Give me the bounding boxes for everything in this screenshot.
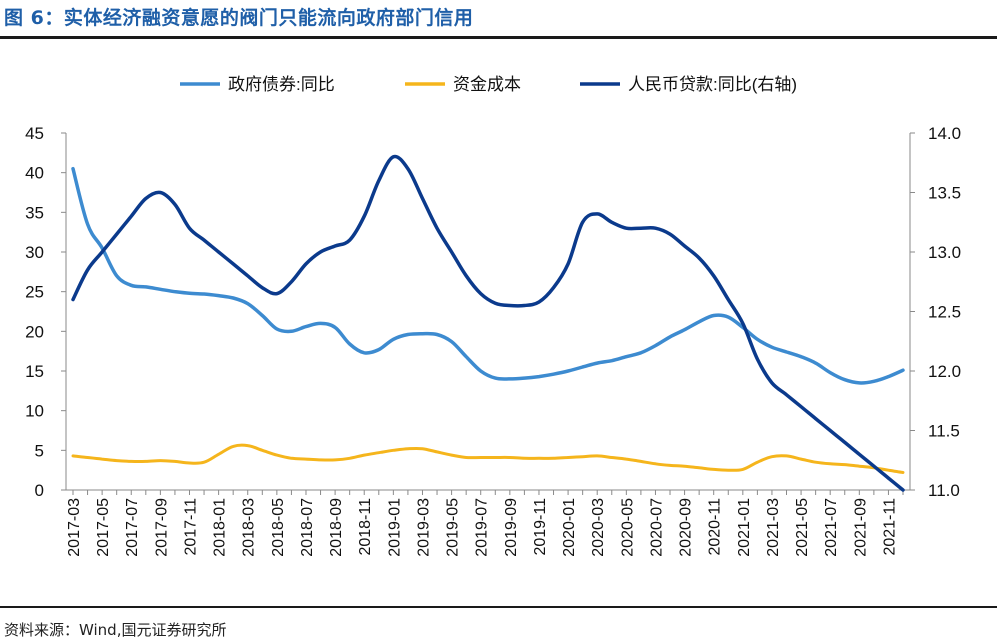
x-tick-label: 2017-05 [95, 498, 112, 557]
x-tick-label: 2020-05 [619, 498, 636, 557]
x-tick-label: 2021-07 [823, 498, 840, 557]
legend-rmb-loan: 人民币贷款:同比(右轴) [580, 75, 797, 94]
x-tick-label: 2020-03 [590, 498, 607, 557]
x-tick-label: 2019-05 [445, 498, 462, 557]
gov-bond-yoy-line [71, 166, 905, 385]
x-tick-label: 2018-01 [212, 498, 229, 557]
x-tick-label: 2019-09 [503, 498, 520, 557]
rmb-loan-yoy-line [71, 154, 905, 492]
right-tick-label: 12.0 [928, 362, 961, 381]
right-tick-label: 13.5 [928, 184, 961, 203]
left-tick-label: 25 [25, 283, 44, 302]
x-tick-label: 2021-01 [736, 498, 753, 557]
x-tick-label: 2017-03 [66, 498, 83, 557]
x-axis: 2017-03 2017-05 2017-07 2017-09 2017-11 2018-… [66, 489, 910, 557]
right-tick-label: 11.5 [928, 422, 960, 441]
x-tick-label: 2019-03 [415, 498, 432, 557]
right-tick-label: 14.0 [928, 124, 961, 143]
right-tick-label: 12.5 [928, 303, 961, 322]
x-tick-label: 2018-09 [328, 498, 345, 557]
left-tick-label: 0 [35, 481, 44, 500]
footer-rule [0, 606, 997, 608]
left-tick-label: 40 [25, 164, 44, 183]
x-tick-label: 2020-09 [678, 498, 695, 557]
x-tick-label: 2018-11 [357, 498, 374, 556]
x-tick-label: 2020-07 [648, 498, 665, 557]
x-tick-label: 2021-11 [881, 498, 898, 556]
chart-legend: 政府债券:同比 资金成本 人民币贷款:同比(右轴) [180, 75, 797, 94]
left-tick-label: 20 [25, 322, 44, 341]
x-tick-label: 2019-01 [386, 498, 403, 557]
x-tick-label: 2017-09 [153, 498, 170, 557]
x-tick-label: 2018-07 [299, 498, 316, 557]
legend-gov-bond: 政府债券:同比 [180, 75, 335, 94]
left-tick-label: 10 [25, 402, 44, 421]
x-tick-label: 2019-11 [532, 498, 549, 556]
x-tick-label: 2021-09 [852, 498, 869, 557]
left-y-axis: 0 5 10 15 20 25 30 35 40 45 [25, 124, 67, 500]
legend-label: 资金成本 [453, 75, 521, 94]
legend-label: 政府债券:同比 [228, 75, 335, 94]
left-tick-label: 5 [35, 441, 44, 460]
right-tick-label: 13.0 [928, 243, 961, 262]
legend-label: 人民币贷款:同比(右轴) [628, 75, 797, 94]
left-tick-label: 35 [25, 203, 44, 222]
line-chart: 政府债券:同比 资金成本 人民币贷款:同比(右轴) 0 5 10 15 20 25 30 35 40… [25, 75, 961, 557]
right-y-axis: 11.0 11.5 12.0 12.5 13.0 13.5 14.0 [909, 124, 961, 500]
figure-title: 图 6：实体经济融资意愿的阀门只能流向政府部门信用 [4, 7, 474, 29]
x-tick-label: 2018-03 [241, 498, 258, 557]
left-tick-label: 30 [25, 243, 44, 262]
x-tick-label: 2019-07 [474, 498, 491, 557]
left-tick-label: 15 [25, 362, 44, 381]
x-tick-label: 2018-05 [270, 498, 287, 557]
series-lines [71, 154, 905, 492]
x-tick-label: 2017-07 [124, 498, 141, 557]
right-tick-label: 11.0 [928, 481, 960, 500]
source-note: 资料来源：Wind,国元证券研究所 [4, 621, 227, 639]
x-tick-label: 2021-03 [765, 498, 782, 557]
x-tick-label: 2020-01 [561, 498, 578, 557]
left-tick-label: 45 [25, 124, 44, 143]
title-rule [0, 36, 997, 39]
x-tick-label: 2021-05 [794, 498, 811, 557]
x-tick-label: 2017-11 [182, 498, 199, 556]
x-tick-label: 2020-11 [707, 498, 724, 556]
funding-cost-line [71, 443, 905, 474]
legend-funding-cost: 资金成本 [405, 75, 521, 94]
